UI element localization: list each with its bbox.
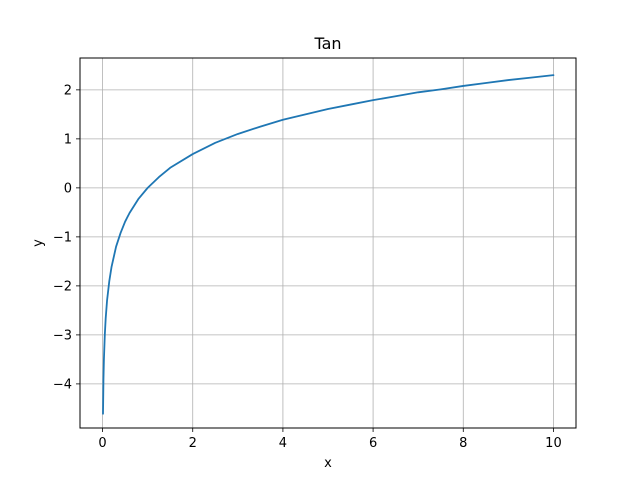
x-tick-label: 8	[459, 436, 467, 451]
x-tick-label: 6	[369, 436, 377, 451]
y-axis-label: y	[31, 239, 46, 247]
plot-frame	[79, 57, 577, 429]
x-tick-label: 2	[189, 436, 197, 451]
x-axis-label: x	[324, 456, 332, 471]
x-tick-label: 10	[545, 436, 562, 451]
x-tick-label: 0	[98, 436, 106, 451]
y-tick-label: 1	[64, 132, 72, 147]
y-tick-label: −2	[53, 279, 72, 294]
y-tick-label: −4	[53, 377, 72, 392]
series-line	[102, 74, 555, 415]
y-tick-label: 2	[64, 83, 72, 98]
y-tick-label: −3	[53, 328, 72, 343]
y-tick-label: −1	[53, 230, 72, 245]
x-tick-label: 4	[279, 436, 287, 451]
series-layer	[102, 74, 555, 415]
y-tick-label: 0	[64, 181, 72, 196]
chart-title: Tan	[313, 34, 341, 53]
series-group	[102, 74, 555, 415]
